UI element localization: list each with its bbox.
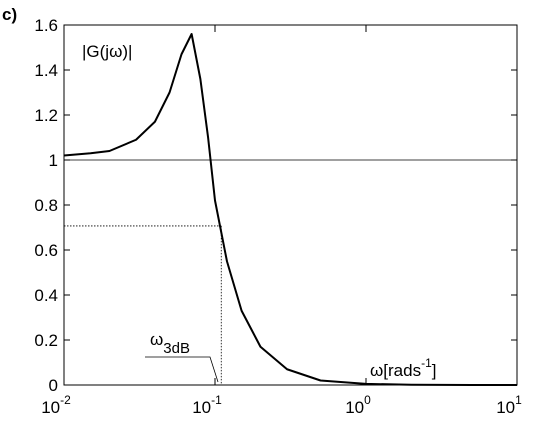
y-tick-label: 1.4 [34, 61, 58, 80]
panel-label: c) [2, 5, 17, 24]
series-line [63, 33, 517, 386]
cutoff-label-sub: 3dB [163, 340, 190, 357]
x-tick-exponent: 1 [515, 393, 522, 407]
y-tick-label: 1.6 [34, 16, 58, 35]
x-tick-base: 10 [345, 398, 364, 417]
y-tick-label: 0.4 [34, 286, 58, 305]
y-tick-label: 1 [49, 151, 58, 170]
x-tick-exponent: -1 [211, 393, 222, 407]
x-tick-label: 10-1 [192, 393, 222, 417]
cutoff-label: ω3dB [150, 330, 190, 357]
y-label: |G(jω)| [82, 42, 132, 61]
x-tick-base: 10 [41, 398, 60, 417]
y-tick-label: 0.2 [34, 331, 58, 350]
x-tick-label: 10-2 [41, 393, 71, 417]
y-tick-label: 0 [49, 376, 58, 395]
cutoff-label-text: ω [150, 330, 163, 349]
x-label: ω[rads-1] [370, 356, 436, 380]
x-label-suffix: ] [432, 361, 437, 380]
y-tick-label: 0.6 [34, 241, 58, 260]
x-tick-label: 100 [345, 393, 371, 417]
cutoff-leader [145, 356, 219, 383]
x-tick-base: 10 [192, 398, 211, 417]
y-tick-label: 1.2 [34, 106, 58, 125]
x-label-text: ω[rads [370, 361, 421, 380]
y-tick-label: 0.8 [34, 196, 58, 215]
x-tick-base: 10 [496, 398, 515, 417]
x-label-sup: -1 [421, 356, 432, 370]
x-tick-label: 101 [496, 393, 522, 417]
x-tick-exponent: -2 [60, 393, 71, 407]
x-tick-exponent: 0 [364, 393, 371, 407]
plot-frame [63, 24, 518, 386]
